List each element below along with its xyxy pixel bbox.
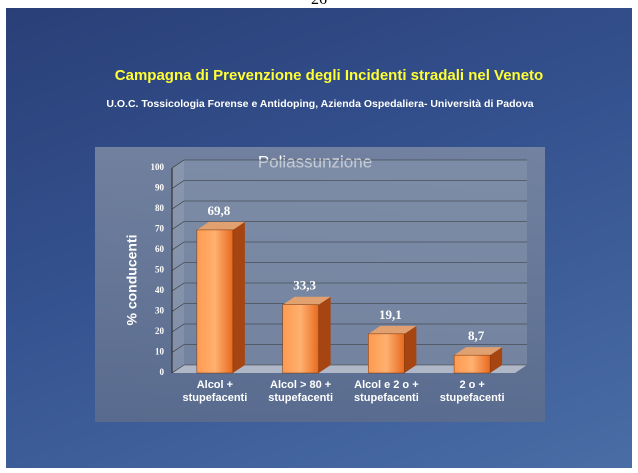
y-tick-label: 20 <box>155 326 165 336</box>
y-tick-label: 90 <box>155 183 165 193</box>
value-label: 19,1 <box>379 307 402 322</box>
bar-top <box>454 347 503 356</box>
bar-side <box>318 296 331 373</box>
bar <box>368 333 405 374</box>
floor <box>172 365 527 373</box>
value-label: 33,3 <box>293 278 316 293</box>
bar-side <box>404 325 417 373</box>
grid-line <box>171 159 527 169</box>
grid-line <box>171 262 527 271</box>
y-tick-label: 60 <box>155 244 165 254</box>
x-tick-label: 2 o + stupefacenti <box>439 379 505 404</box>
grid-line <box>171 221 527 230</box>
grid-line <box>171 241 527 251</box>
y-tick-label: 40 <box>155 285 165 295</box>
bar-top <box>282 296 331 305</box>
x-tick-label: Alcol + stupefacenti <box>182 379 248 404</box>
x-tick-label: Alcol e 2 o + stupefacenti <box>353 379 419 404</box>
page-number: 26 <box>0 0 638 9</box>
y-tick-label: 30 <box>155 306 165 316</box>
y-tick-label: 80 <box>155 203 165 213</box>
y-tick-label: 0 <box>160 367 165 377</box>
y-tick-label: 50 <box>155 265 165 275</box>
bar <box>282 304 319 374</box>
value-label: 69,8 <box>208 203 231 218</box>
y-tick-label: 10 <box>155 347 165 357</box>
y-tick-label: 70 <box>155 224 165 234</box>
bar <box>453 354 491 374</box>
value-label: 8,7 <box>468 328 485 343</box>
grid-line <box>171 303 527 312</box>
grid-line <box>171 180 527 189</box>
subheader: U.O.C. Tossicologia Forense e Antidoping… <box>106 98 533 110</box>
y-tick-label: 100 <box>151 162 165 172</box>
x-tick-label: Alcol > 80 + stupefacenti <box>268 379 334 404</box>
bar-top <box>196 221 245 230</box>
grid-line <box>171 200 527 210</box>
header: Campagna di Prevenzione degli Incidenti … <box>115 67 543 84</box>
bar <box>196 229 234 374</box>
bar-top <box>368 325 417 334</box>
grid-line <box>171 323 527 333</box>
y-axis-label: % conducenti <box>124 234 140 325</box>
bar-side <box>232 221 245 373</box>
bar-side <box>490 347 503 373</box>
grid-line <box>171 282 527 292</box>
